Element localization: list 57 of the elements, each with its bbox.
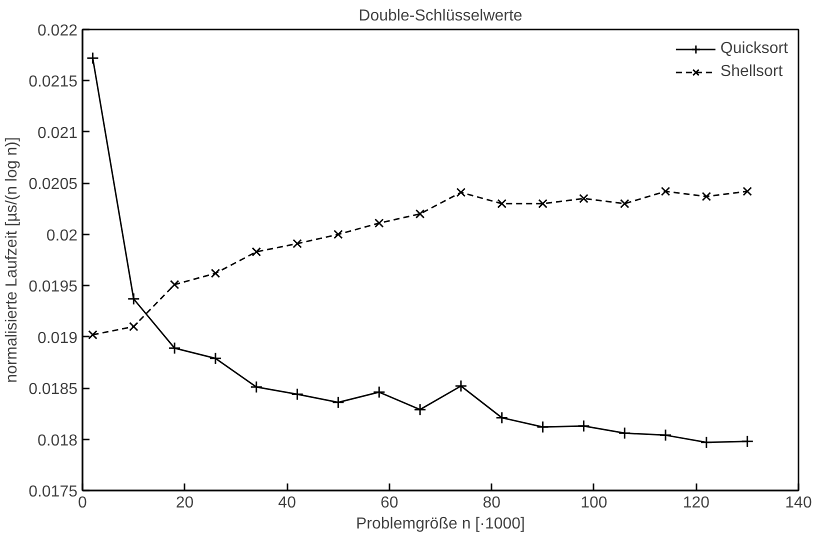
y-tick-label: 0.019: [37, 330, 78, 347]
x-axis-title: Problemgröße n [·1000]: [356, 516, 525, 532]
point: [86, 52, 99, 64]
x-tick-label: 20: [176, 494, 194, 512]
point: [497, 199, 507, 208]
point: [129, 322, 138, 332]
point: [291, 388, 304, 400]
x-tick-label: 100: [580, 494, 608, 512]
point: [620, 199, 630, 208]
point: [210, 268, 220, 278]
point: [414, 403, 426, 416]
point: [168, 342, 181, 354]
point: [454, 380, 468, 392]
y-tick-label: 0.0185: [28, 381, 78, 398]
y-tick-label: 0.0175: [28, 484, 78, 500]
point: [618, 426, 631, 440]
x-tick-label: 140: [785, 494, 812, 512]
y-tick-label: 0.0195: [28, 278, 78, 296]
legend-label: Quicksort: [720, 40, 788, 58]
point: [170, 280, 180, 290]
chart-title: Double-Schlüsselwerte: [358, 8, 522, 24]
point: [127, 292, 140, 306]
point: [292, 238, 302, 248]
point: [372, 386, 386, 398]
point: [577, 420, 590, 432]
point: [250, 380, 263, 394]
point: [496, 412, 508, 424]
point: [334, 230, 343, 240]
point: [374, 218, 384, 228]
point: [660, 186, 670, 196]
point: [88, 330, 98, 340]
point: [579, 194, 588, 204]
point: [332, 396, 344, 409]
point: [536, 420, 550, 434]
point: [702, 192, 712, 202]
point: [538, 199, 548, 208]
y-tick-label: 0.0205: [28, 176, 78, 194]
point: [209, 352, 222, 365]
x-tick-label: 80: [482, 494, 501, 512]
y-tick-label: 0.021: [37, 124, 78, 142]
point: [415, 209, 425, 219]
point: [456, 188, 466, 198]
point: [700, 436, 713, 449]
y-tick-label: 0.0215: [28, 74, 78, 91]
legend-label: Shellsort: [720, 63, 783, 81]
y-tick-label: 0.018: [37, 432, 78, 450]
point: [659, 428, 672, 442]
x-tick-label: 40: [278, 494, 296, 512]
x-tick-label: 0: [78, 494, 88, 512]
point: [252, 247, 262, 256]
y-tick-label: 0.022: [37, 22, 78, 40]
x-tick-label: 60: [380, 494, 398, 512]
x-tick-label: 120: [682, 494, 710, 512]
y-tick-label: 0.02: [46, 227, 78, 244]
point: [741, 435, 754, 448]
point: [742, 186, 752, 196]
y-axis-title: normalisierte Laufzeit [µs/(n log n)]: [4, 137, 21, 383]
